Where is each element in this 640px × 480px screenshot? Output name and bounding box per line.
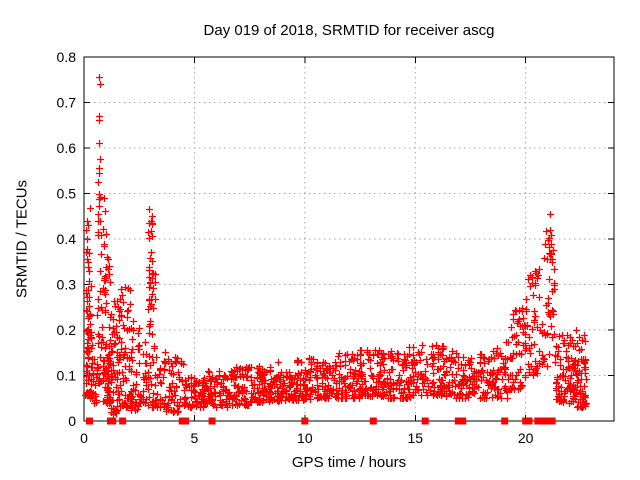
flag-square-marker: [525, 417, 533, 425]
flag-square-marker: [548, 417, 556, 425]
x-tick-label: 20: [518, 430, 534, 446]
flag-square-marker: [86, 417, 94, 425]
x-axis-label: GPS time / hours: [291, 454, 407, 471]
x-tick-label: 0: [80, 430, 88, 446]
y-tick-label: 0.3: [57, 277, 77, 293]
flag-square-marker: [182, 417, 190, 425]
scatter-plus-markers: [82, 74, 590, 418]
flag-square-marker: [501, 417, 509, 425]
flag-square-marker: [459, 417, 467, 425]
x-tick-label: 5: [191, 430, 199, 446]
flag-square-marker: [454, 417, 462, 425]
flag-square-marker: [543, 417, 551, 425]
y-tick-label: 0.7: [57, 95, 77, 111]
y-tick-label: 0: [68, 413, 76, 429]
y-tick-label: 0.2: [57, 322, 77, 338]
flag-square-marker: [109, 417, 117, 425]
y-tick-label: 0.5: [57, 186, 77, 202]
flag-square-marker: [208, 417, 216, 425]
flag-square-marker: [369, 417, 377, 425]
y-tick-label: 0.8: [57, 49, 77, 65]
y-tick-label: 0.4: [57, 231, 77, 247]
flag-square-marker: [301, 417, 309, 425]
flag-square-marker: [537, 417, 545, 425]
flag-square-marker: [119, 417, 127, 425]
y-tick-label: 0.1: [57, 368, 77, 384]
x-tick-label: 10: [297, 430, 313, 446]
chart-title: Day 019 of 2018, SRMTID for receiver asc…: [203, 22, 495, 39]
x-tick-label: 15: [407, 430, 423, 446]
y-tick-label: 0.6: [57, 140, 77, 156]
flag-square-marker: [421, 417, 429, 425]
